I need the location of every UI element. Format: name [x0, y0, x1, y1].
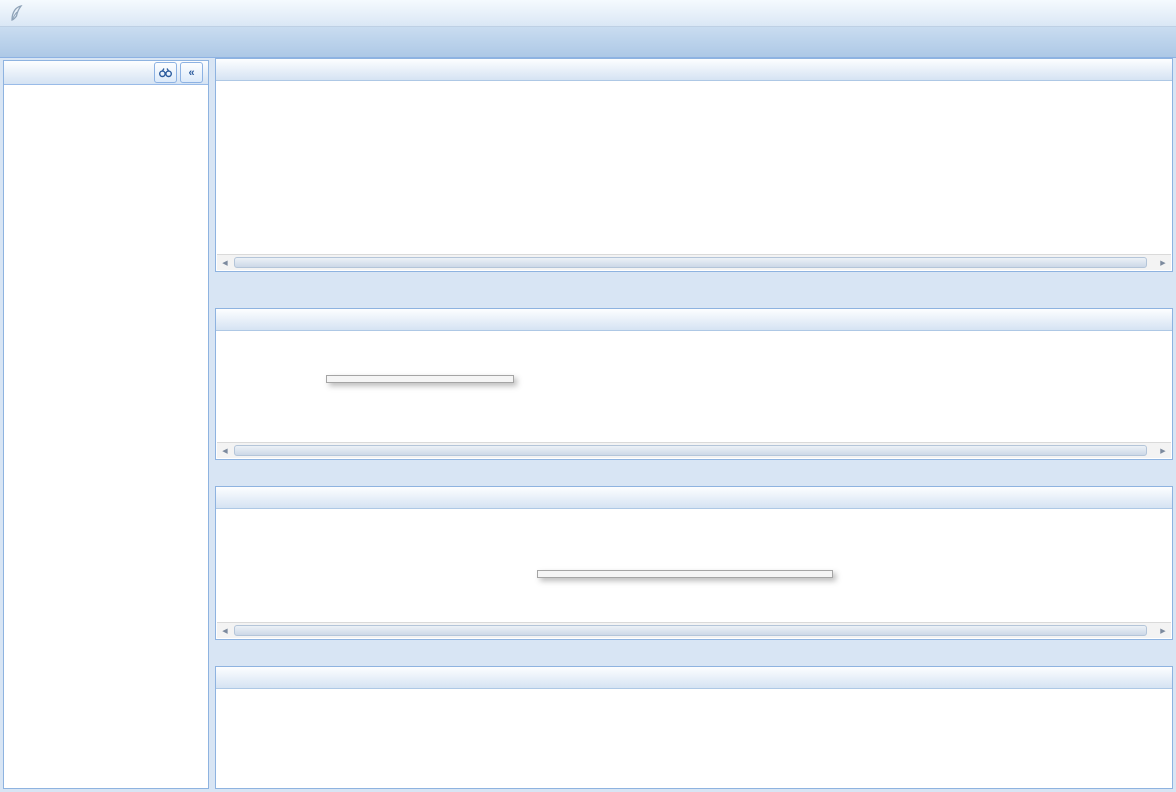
scroll-right-icon[interactable]: ▶	[1160, 259, 1166, 267]
works-tabstrip	[215, 463, 1173, 486]
projects-panel: ◀ ▶	[215, 58, 1173, 272]
context-menu	[326, 375, 514, 383]
binoculars-button[interactable]	[154, 62, 177, 83]
hierarchy-panel: «	[3, 60, 209, 789]
scrollbar-thumb[interactable]	[234, 257, 1147, 268]
projects-panel-title	[216, 59, 1172, 81]
history-panel-title	[216, 667, 1172, 689]
scroll-right-icon[interactable]: ▶	[1160, 627, 1166, 635]
works-horizontal-scrollbar[interactable]: ◀ ▶	[217, 622, 1171, 638]
scroll-right-icon[interactable]: ▶	[1160, 447, 1166, 455]
scroll-left-icon[interactable]: ◀	[222, 627, 228, 635]
history-panel	[215, 666, 1173, 789]
works-panel: ◀ ▶	[215, 486, 1173, 640]
stages-panel: ◀ ▶	[215, 308, 1173, 460]
collapse-sidebar-button[interactable]: «	[180, 62, 203, 83]
stages-horizontal-scrollbar[interactable]: ◀ ▶	[217, 442, 1171, 458]
main-tabbar	[0, 27, 1176, 58]
scroll-left-icon[interactable]: ◀	[222, 259, 228, 267]
projects-horizontal-scrollbar[interactable]: ◀ ▶	[217, 254, 1171, 270]
view-submenu	[537, 570, 833, 578]
menubar	[0, 0, 1176, 27]
stages-panel-title	[216, 309, 1172, 331]
scrollbar-thumb[interactable]	[234, 445, 1147, 456]
hierarchy-tree	[4, 85, 208, 90]
scrollbar-thumb[interactable]	[234, 625, 1147, 636]
scroll-left-icon[interactable]: ◀	[222, 447, 228, 455]
works-panel-title	[216, 487, 1172, 509]
app-logo-icon	[11, 5, 23, 21]
history-tabstrip	[215, 643, 1173, 666]
hierarchy-header: «	[4, 61, 208, 85]
binoculars-icon	[159, 68, 172, 78]
stages-tabstrip	[215, 285, 1173, 308]
